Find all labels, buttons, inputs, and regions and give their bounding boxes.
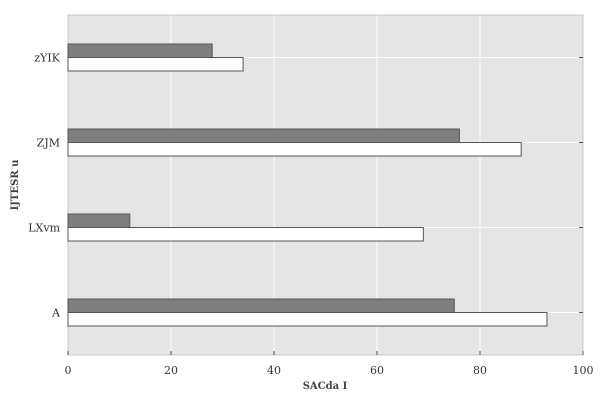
y-tick-label: LXvm — [28, 222, 60, 235]
x-tick-label: 100 — [573, 364, 594, 377]
bar-series-1 — [68, 129, 459, 143]
bar-series-2 — [68, 228, 423, 242]
bar-series-1 — [68, 299, 454, 313]
y-axis-title: IJTESR u — [10, 160, 21, 211]
x-axis-title: SACda I — [303, 381, 348, 392]
x-tick-label: 60 — [370, 364, 384, 377]
y-tick-label: ZJM — [37, 137, 60, 150]
bar-series-2 — [68, 58, 243, 72]
y-tick-label: zYIK — [34, 52, 60, 65]
x-tick-label: 40 — [267, 364, 281, 377]
bar-series-1 — [68, 214, 130, 228]
bar-series-1 — [68, 44, 212, 58]
bar-series-2 — [68, 313, 547, 327]
bar-series-2 — [68, 143, 521, 157]
x-tick-label: 80 — [473, 364, 487, 377]
y-tick-label: A — [51, 307, 61, 320]
x-tick-label: 20 — [164, 364, 178, 377]
x-tick-label: 0 — [65, 364, 72, 377]
